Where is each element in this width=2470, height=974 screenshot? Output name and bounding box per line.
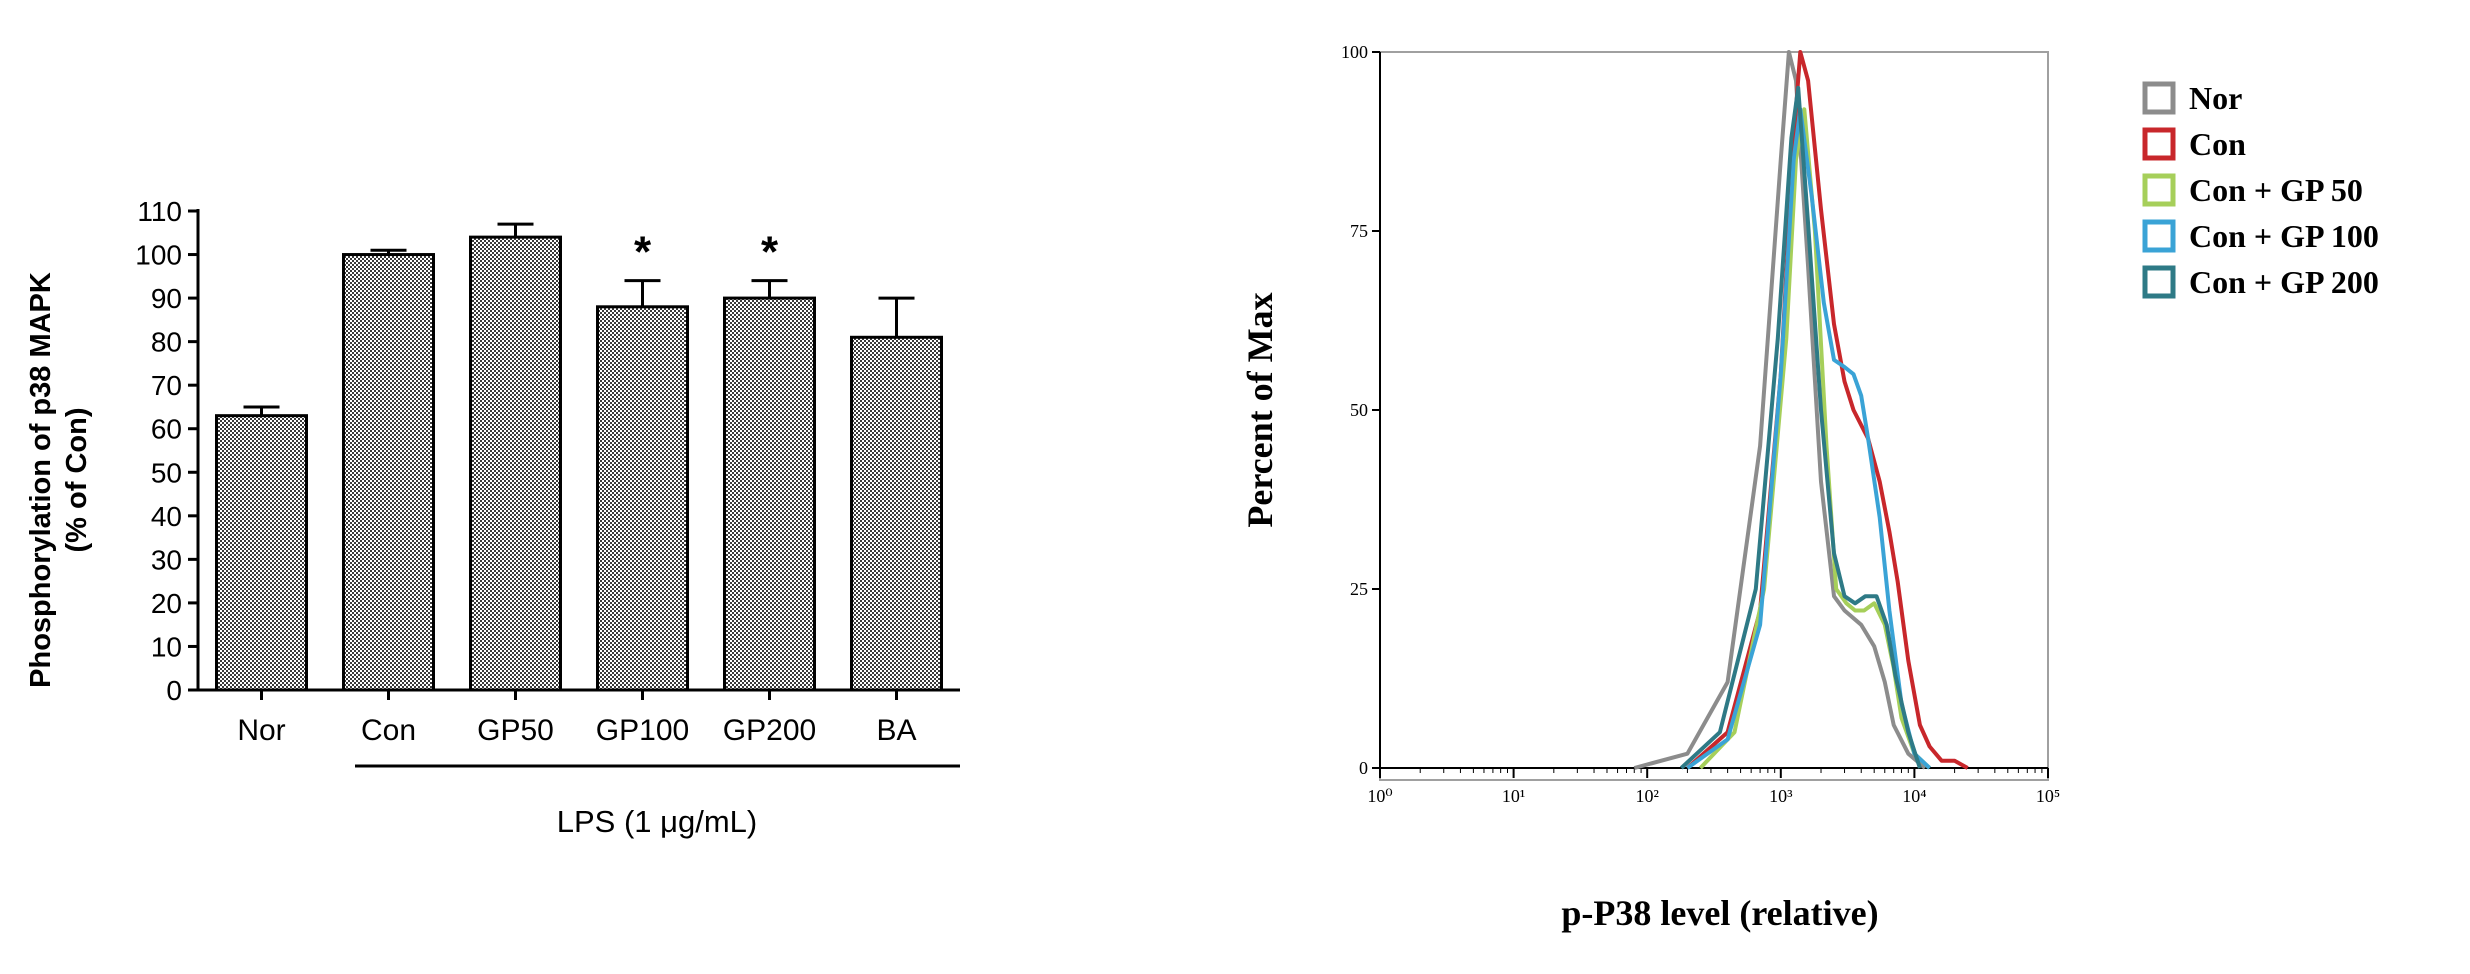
legend-swatch (2142, 265, 2176, 299)
bar-con (342, 253, 435, 692)
significance-marker: * (634, 228, 652, 277)
legend-label: Con + GP 100 (2189, 218, 2379, 254)
legend-label: Nor (2189, 80, 2242, 116)
histogram-lines (1633, 50, 1969, 770)
histogram-plot-frame (1379, 51, 2049, 781)
histogram-x-tick-label: 10¹ (1502, 786, 1525, 806)
legend-swatch (2142, 219, 2176, 253)
histogram-x-tick-label: 10⁰ (1367, 786, 1392, 806)
histogram-series-4 (1679, 85, 1922, 770)
bar-bars: * * (215, 222, 943, 692)
legend-swatch (2142, 173, 2176, 207)
bar-y-tick-label: 20 (151, 588, 182, 619)
legend-swatch (2142, 81, 2176, 115)
bar-x-axis: Nor Con GP50 GP100 GP200 BA (198, 688, 960, 747)
bar-y-tick-label: 40 (151, 501, 182, 532)
histogram-y-tick-label: 0 (1359, 758, 1368, 778)
bar-y-tick-label: 50 (151, 457, 182, 488)
bar-y-axis-label: Phosphorylation of p38 MAPK (25, 272, 57, 688)
histogram-legend: Nor Con Con + GP 50 Con + GP 100 Con + GP 20… (2142, 80, 2379, 300)
significance-marker: * (761, 228, 779, 277)
bar-x-tick-label: Con (361, 714, 416, 747)
bar-nor (215, 414, 308, 692)
bar-y-tick-label: 110 (137, 196, 182, 227)
bar-y-tick-label: 30 (151, 544, 182, 575)
histogram-y-tick-label: 100 (1341, 42, 1368, 62)
histogram-x-tick-label: 10⁵ (2036, 786, 2060, 806)
legend-label: Con + GP 200 (2189, 264, 2379, 300)
histogram-series-0 (1633, 50, 1927, 770)
bar-ba (850, 335, 943, 692)
bar-x-tick-label: BA (876, 714, 916, 747)
bar-y-tick-label: 60 (151, 414, 182, 445)
histogram-x-tick-label: 10⁴ (1902, 786, 1926, 806)
bar-y-axis: 0 10 20 30 40 50 60 70 80 90 100 110 (135, 196, 200, 706)
bar-x-tick-label: GP200 (723, 714, 816, 747)
bar-y-tick-label: 100 (135, 240, 182, 271)
histogram-x-tick-label: 10² (1635, 786, 1658, 806)
histogram-y-axis-label: Percent of Max (1240, 292, 1280, 527)
bar-y-tick-label: 90 (151, 283, 182, 314)
bar-x-axis-label: LPS (1 μg/mL) (557, 804, 758, 839)
bar-gp200 (723, 296, 816, 692)
legend-label: Con + GP 50 (2189, 172, 2363, 208)
histogram-y-tick-label: 25 (1350, 579, 1368, 599)
bar-y-tick-label: 0 (166, 675, 182, 706)
bar-y-tick-label: 80 (151, 327, 182, 358)
histogram-y-tick-label: 75 (1350, 221, 1368, 241)
bar-x-tick-label: Nor (237, 714, 285, 747)
bar-y-axis-sublabel: (% of Con) (61, 408, 93, 553)
bar-gp100 (596, 305, 689, 692)
legend-label: Con (2189, 126, 2246, 162)
bar-x-tick-label: GP100 (596, 714, 689, 747)
histogram-chart: 0 25 50 75 100 10⁰ 10¹ 10² 10³ 10⁴ 10⁵ Percent of … (1240, 42, 2379, 933)
histogram-axes: 0 25 50 75 100 10⁰ 10¹ 10² 10³ 10⁴ 10⁵ (1341, 42, 2060, 806)
histogram-y-tick-label: 50 (1350, 400, 1368, 420)
histogram-x-axis-label: p-P38 level (relative) (1561, 893, 1878, 933)
bar-y-tick-label: 10 (151, 631, 182, 662)
bar-gp50 (469, 235, 562, 692)
bar-x-tick-label: GP50 (477, 714, 554, 747)
histogram-series-3 (1686, 107, 1931, 770)
legend-swatch (2142, 127, 2176, 161)
histogram-x-tick-label: 10³ (1769, 786, 1793, 806)
bar-y-tick-label: 70 (151, 370, 182, 401)
